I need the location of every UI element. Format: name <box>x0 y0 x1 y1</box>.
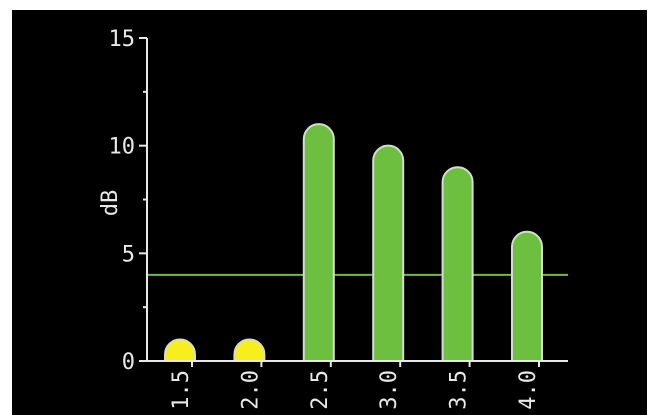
bar-3.5 <box>441 166 474 362</box>
x-ticks: 1.5 2.0 2.5 3.0 3.5 4.0 <box>169 361 541 410</box>
x-tick-label: 2.5 <box>308 370 333 410</box>
y-ticks: 0 5 10 15 <box>109 27 147 375</box>
chart-axes <box>145 38 568 362</box>
bar-2.5 <box>302 123 335 362</box>
chart-marks <box>147 123 568 362</box>
bar-chart: 0 5 10 15 1.5 2.0 2.5 3.0 3.5 4.0 dB <box>98 27 568 410</box>
x-tick-label: 2.0 <box>238 370 263 410</box>
y-tick-label: 10 <box>109 135 136 160</box>
x-tick-label: 1.5 <box>169 370 194 410</box>
x-tick-label: 4.0 <box>516 370 541 410</box>
bar-3.0 <box>372 144 405 362</box>
y-axis-label: dB <box>98 190 123 217</box>
x-tick-label: 3.5 <box>447 370 472 410</box>
bar-1.5 <box>164 338 196 362</box>
x-tick-label: 3.0 <box>377 370 402 410</box>
bar-2.0 <box>233 338 266 362</box>
bar-4.0 <box>511 230 543 362</box>
y-tick-label: 0 <box>122 350 135 375</box>
chart-frame: 0 5 10 15 1.5 2.0 2.5 3.0 3.5 4.0 dB <box>12 10 647 415</box>
y-tick-label: 15 <box>109 27 136 52</box>
y-tick-label: 5 <box>122 242 135 267</box>
